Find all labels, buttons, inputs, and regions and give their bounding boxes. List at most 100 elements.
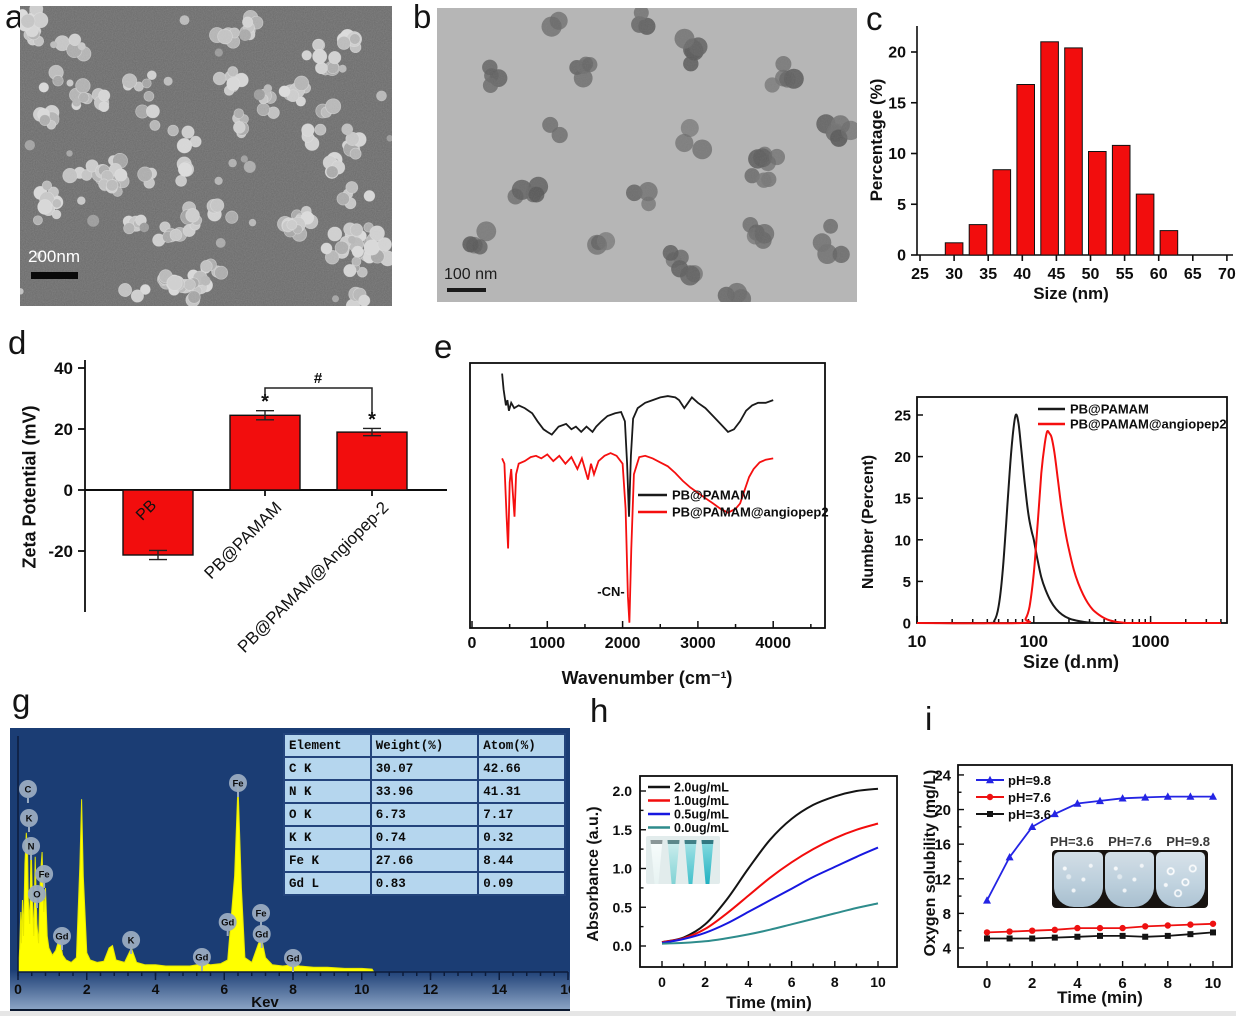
eds-table-cell: N K: [283, 779, 372, 804]
dls-y-axis-title: Number (Percent): [860, 454, 877, 590]
vial-ph76: [1105, 852, 1154, 907]
tem-noise-overlay: [437, 8, 857, 302]
tick-label: 0: [14, 981, 22, 997]
eds-element-labels: C K N Fe O Gd K Gd Gd Fe Fe Gd Gd: [18, 774, 302, 972]
histogram-bars: [944, 41, 1179, 256]
absorbance-ticks: [640, 790, 879, 967]
vial-photo-inset: [1052, 850, 1208, 908]
oxygen-y-axis-title: Oxygen solubility (mg/L): [922, 769, 939, 957]
error-bar-0: [149, 549, 167, 561]
tick-label: 20: [888, 45, 906, 62]
marker-triangle: [1028, 822, 1037, 831]
marker-circle: [1119, 924, 1126, 932]
tick-label: 3000: [680, 635, 716, 652]
legend-PB@PAMAM@angiopep2: PB@PAMAM@angiopep2: [1070, 417, 1227, 432]
marker-square: [1074, 933, 1081, 940]
histogram-x-axis-title: Size (nm): [1033, 284, 1109, 303]
tick-label: 1.5: [613, 822, 633, 838]
scale-bar-label-a: 200nm: [28, 247, 80, 266]
bar-61.5: [1159, 230, 1179, 256]
tick-label: 0: [983, 975, 991, 992]
element-label-K: K: [26, 814, 33, 825]
eds-x-axis-title: Kev: [251, 994, 279, 1009]
eds-table-cell: 0.32: [477, 825, 566, 850]
series-0.5ug/mL: [661, 846, 879, 944]
tick-label: 8: [943, 906, 951, 923]
size-histogram-chart: 25 30 35 40 45 50 55 60 65 70 0 5 10 15 20: [888, 26, 1236, 283]
bar-33.5: [968, 224, 988, 256]
zeta-bar-1: [229, 414, 301, 491]
marker-square: [1051, 934, 1058, 941]
element-bubble-Gd: [218, 913, 237, 931]
element-label-Gd: Gd: [286, 954, 299, 965]
eds-table-cell: 0.83: [369, 871, 480, 896]
series-PB@PAMAM@angiopep2: [501, 452, 774, 623]
absorbance-y-axis-title: Absorbance (a.u.): [585, 806, 602, 942]
element-bubble-Gd: [192, 948, 211, 966]
tick-label: 20: [894, 449, 911, 466]
marker-square: [1210, 929, 1216, 936]
tick-label: 0: [897, 248, 906, 265]
scale-bar-b: [447, 288, 486, 292]
tick-label: 60: [1150, 266, 1168, 283]
tube-2ug: [701, 840, 714, 884]
bar-40.5: [1016, 84, 1035, 256]
scale-bar-label-b: 100 nm: [444, 266, 498, 283]
tick-label: 16: [934, 837, 951, 854]
marker-square: [1187, 931, 1194, 938]
marker-triangle: [1163, 792, 1172, 800]
marker-triangle: [1096, 796, 1104, 805]
panel-letter-d: d: [8, 324, 27, 361]
panel-letter-c: c: [866, 0, 883, 37]
legend-PB@PAMAM: PB@PAMAM: [1070, 402, 1149, 417]
panel-letter-h: h: [590, 692, 609, 729]
oxygen-legend: pH=9.8 pH=7.6 pH=3.6: [976, 773, 1051, 822]
eds-table-cell: O K: [283, 802, 372, 827]
tick-label: 4: [1073, 975, 1082, 992]
tick-label: 0: [468, 635, 477, 652]
tick-label: 5: [903, 574, 911, 591]
marker-circle: [1142, 923, 1149, 930]
series-2.0ug/mL: [661, 787, 879, 944]
dls-x-axis-title: Size (d.nm): [1022, 652, 1120, 672]
element-bubble-Fe: [229, 774, 247, 792]
element-label-Gd: Gd: [221, 918, 234, 929]
zeta-potential-chart: 40 20 0 -20 * * #: [48, 359, 447, 612]
tick-label: 8: [831, 974, 839, 990]
tick-label: -20: [48, 542, 73, 561]
tick-label: 0.5: [613, 899, 633, 915]
tick-label: 16: [560, 981, 570, 997]
element-bubble-Gd: [53, 927, 71, 945]
markers-pH=7.6: [983, 920, 1217, 936]
tick-label: 1000: [1132, 632, 1170, 651]
marker-square: [1097, 932, 1103, 939]
tube-1ug: [684, 840, 697, 884]
marker-triangle: [986, 775, 994, 784]
zeta-bars: [122, 409, 408, 561]
tick-label: 24: [934, 767, 951, 784]
tick-label: 25: [911, 266, 929, 283]
eds-table-header: Element: [283, 733, 372, 758]
significance-star: *: [261, 391, 269, 413]
marker-circle: [1164, 922, 1171, 929]
eds-table-cell: 42.66: [477, 756, 566, 781]
significance-bracket: [264, 387, 373, 418]
element-label-N: N: [28, 842, 35, 853]
zeta-y-axis-title: Zeta Potential (mV): [19, 405, 40, 569]
tick-label: 2000: [605, 635, 641, 652]
eds-table-cell: 30.07: [369, 756, 480, 781]
marker-circle: [1074, 924, 1081, 932]
element-bubble-K: [20, 809, 38, 827]
eds-table-cell: Gd L: [283, 871, 372, 896]
tick-label: 50: [1082, 266, 1100, 283]
sem-image: [20, 6, 392, 306]
absorbance-legend: 2.0ug/mL1.0ug/mL0.5ug/mL0.0ug/mL: [648, 781, 729, 835]
significance-star: *: [368, 409, 376, 431]
zeta-bar-0: [122, 489, 194, 556]
element-bubble-N: [22, 837, 41, 855]
dls-ticks: [916, 414, 1222, 624]
vial-label-ph36: PH=3.6: [1050, 834, 1094, 849]
tick-label: 6: [1118, 975, 1126, 992]
tick-label: 15: [888, 95, 906, 112]
tick-label: 20: [54, 420, 73, 439]
